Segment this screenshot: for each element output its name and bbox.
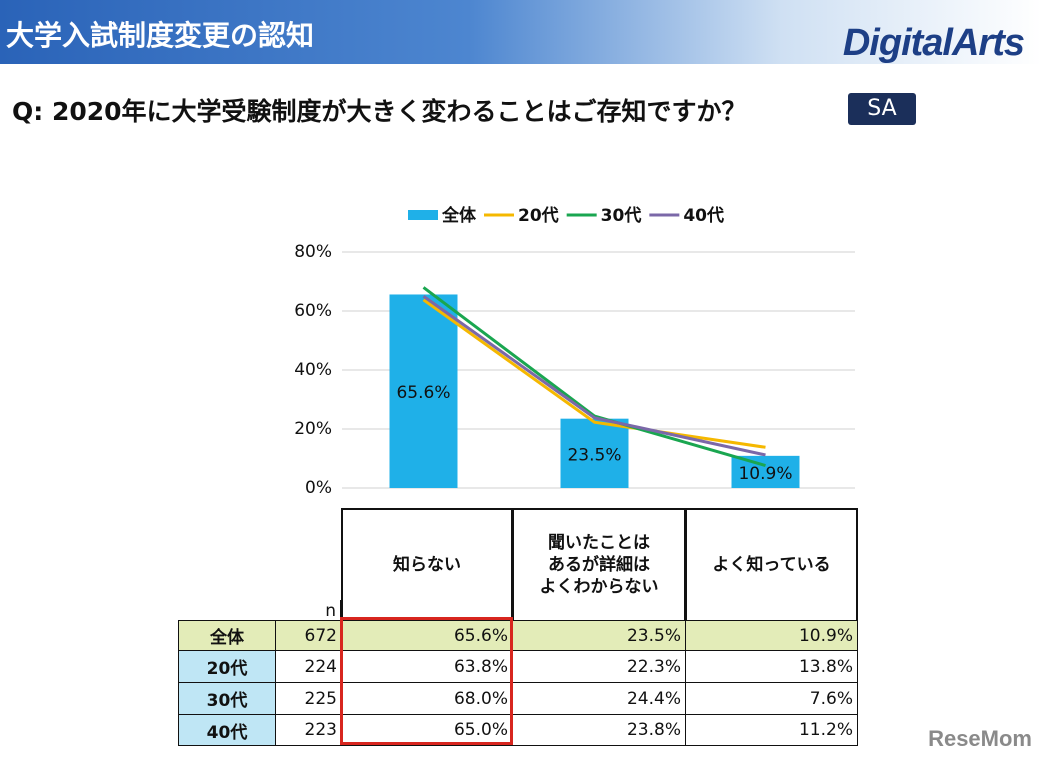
table-value: 7.6% bbox=[685, 682, 858, 715]
line bbox=[422, 295, 766, 457]
table-value: 10.9% bbox=[685, 620, 858, 651]
y-tick-label: 80% bbox=[294, 242, 332, 262]
bar bbox=[731, 455, 800, 488]
table-value: 63.8% bbox=[341, 650, 513, 683]
data-label: 10.9% bbox=[738, 464, 792, 484]
table-value: 23.8% bbox=[512, 714, 686, 746]
y-tick-label: 60% bbox=[294, 301, 332, 321]
table-value: 13.8% bbox=[685, 650, 858, 683]
legend-label: 20代 bbox=[518, 205, 559, 226]
y-tick-label: 40% bbox=[294, 360, 332, 380]
banner bbox=[0, 0, 1042, 64]
y-tick-label: 20% bbox=[294, 419, 332, 439]
question: Q: 2020年に大学受験制度が大きく変わることはご存知ですか？ bbox=[12, 97, 747, 126]
n-header: n bbox=[275, 600, 342, 622]
column-header: 知らない bbox=[341, 508, 513, 622]
watermark: ReseMom bbox=[928, 726, 1032, 751]
slide-title: 大学入試制度変更の認知 bbox=[6, 19, 315, 52]
row-label: 30代 bbox=[178, 682, 276, 715]
column-header: よく知っている bbox=[685, 508, 858, 622]
table-value: 22.3% bbox=[512, 650, 686, 683]
table-value: 24.4% bbox=[512, 682, 686, 715]
badge: SA bbox=[848, 93, 916, 125]
legend-swatch bbox=[408, 210, 438, 220]
row-label: 全体 bbox=[178, 620, 276, 651]
line bbox=[422, 298, 766, 449]
n-value: 225 bbox=[275, 682, 342, 715]
y-tick-label: 0% bbox=[305, 478, 332, 498]
bar bbox=[389, 294, 458, 488]
column-header: 聞いたことは あるが詳細は よくわからない bbox=[512, 508, 686, 622]
logo: DigitalArts bbox=[842, 22, 1025, 64]
n-value: 223 bbox=[275, 714, 342, 746]
legend-label: 30代 bbox=[601, 205, 642, 226]
table-value: 65.0% bbox=[341, 714, 513, 746]
table-value: 68.0% bbox=[341, 682, 513, 715]
bar bbox=[560, 418, 629, 488]
legend-label: 全体 bbox=[441, 205, 477, 226]
n-value: 224 bbox=[275, 650, 342, 683]
data-label: 65.6% bbox=[396, 383, 450, 403]
row-label: 20代 bbox=[178, 650, 276, 683]
n-value: 672 bbox=[275, 620, 342, 651]
legend-label: 40代 bbox=[683, 205, 724, 226]
data-label: 23.5% bbox=[567, 445, 621, 465]
table-value: 11.2% bbox=[685, 714, 858, 746]
row-label: 40代 bbox=[178, 714, 276, 746]
highlight-box bbox=[340, 617, 513, 745]
table-value: 23.5% bbox=[512, 620, 686, 651]
